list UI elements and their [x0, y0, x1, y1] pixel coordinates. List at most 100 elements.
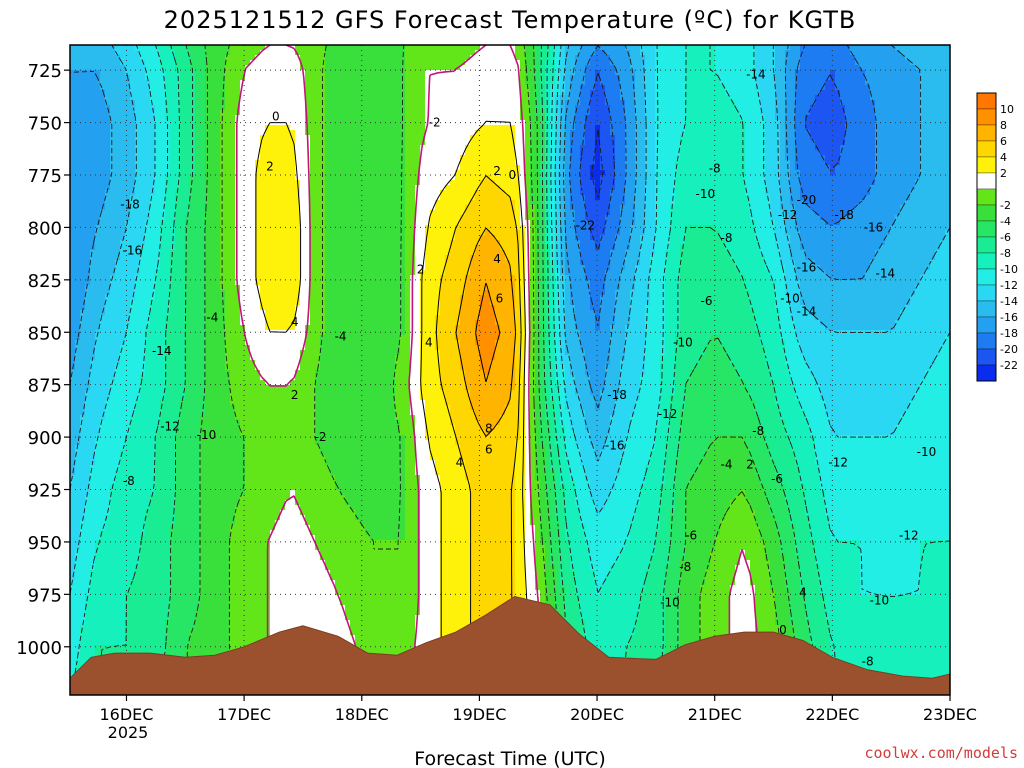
temperature-cell: [85, 145, 91, 151]
temperature-cell: [145, 45, 151, 51]
temperature-cell: [75, 295, 81, 301]
temperature-cell: [230, 155, 236, 161]
temperature-cell: [215, 575, 221, 581]
temperature-cell: [245, 90, 251, 96]
temperature-cell: [70, 270, 76, 276]
temperature-cell: [115, 270, 121, 276]
temperature-cell: [250, 180, 256, 186]
temperature-cell: [70, 155, 76, 161]
temperature-cell: [185, 165, 191, 171]
temperature-cell: [170, 400, 176, 406]
temperature-cell: [180, 50, 186, 56]
temperature-cell: [125, 290, 131, 296]
temperature-cell: [175, 305, 181, 311]
temperature-cell: [105, 355, 111, 361]
temperature-cell: [225, 445, 231, 451]
temperature-cell: [160, 115, 166, 121]
temperature-cell: [150, 615, 156, 621]
temperature-cell: [230, 560, 236, 566]
temperature-cell: [245, 305, 251, 311]
temperature-cell: [100, 250, 106, 256]
temperature-cell: [120, 550, 126, 556]
temperature-cell: [200, 620, 206, 626]
temperature-cell: [70, 650, 76, 656]
temperature-cell: [70, 205, 76, 211]
temperature-cell: [205, 545, 211, 551]
temperature-cell: [160, 140, 166, 146]
temperature-cell: [110, 545, 116, 551]
temperature-cell: [255, 510, 261, 516]
temperature-cell: [195, 600, 201, 606]
temperature-cell: [220, 440, 226, 446]
temperature-cell: [70, 250, 76, 256]
temperature-cell: [230, 540, 236, 546]
temperature-cell: [125, 575, 131, 581]
temperature-cell: [210, 255, 216, 261]
temperature-cell: [70, 115, 76, 121]
temperature-cell: [130, 75, 136, 81]
temperature-cell: [150, 360, 156, 366]
temperature-cell: [220, 620, 226, 626]
temperature-cell: [95, 85, 101, 91]
temperature-cell: [255, 290, 261, 296]
temperature-cell: [215, 420, 221, 426]
temperature-cell: [225, 330, 231, 336]
temperature-cell: [250, 565, 256, 571]
temperature-cell: [215, 105, 221, 111]
temperature-cell: [110, 330, 116, 336]
temperature-cell: [175, 335, 181, 341]
temperature-cell: [200, 560, 206, 566]
temperature-cell: [90, 305, 96, 311]
temperature-cell: [130, 445, 136, 451]
temperature-cell: [180, 315, 186, 321]
temperature-cell: [220, 270, 226, 276]
temperature-cell: [235, 180, 241, 186]
temperature-cell: [170, 115, 176, 121]
temperature-cell: [160, 45, 166, 51]
temperature-cell: [255, 600, 261, 606]
temperature-cell: [260, 55, 266, 61]
temperature-cell: [120, 145, 126, 151]
temperature-cell: [165, 260, 171, 266]
temperature-cell: [175, 50, 181, 56]
temperature-cell: [180, 455, 186, 461]
temperature-cell: [210, 490, 216, 496]
temperature-cell: [205, 270, 211, 276]
temperature-cell: [100, 355, 106, 361]
temperature-cell: [200, 145, 206, 151]
temperature-cell: [215, 110, 221, 116]
temperature-cell: [95, 625, 101, 631]
temperature-cell: [225, 360, 231, 366]
temperature-cell: [150, 505, 156, 511]
temperature-cell: [155, 285, 161, 291]
temperature-cell: [110, 550, 116, 556]
temperature-cell: [215, 555, 221, 561]
temperature-cell: [225, 255, 231, 261]
temperature-cell: [100, 55, 106, 61]
temperature-cell: [100, 265, 106, 271]
temperature-cell: [175, 90, 181, 96]
temperature-cell: [240, 45, 246, 51]
temperature-cell: [160, 530, 166, 536]
temperature-cell: [245, 540, 251, 546]
temperature-cell: [200, 155, 206, 161]
temperature-cell: [195, 395, 201, 401]
temperature-cell: [120, 110, 126, 116]
temperature-cell: [125, 55, 131, 61]
temperature-cell: [70, 630, 76, 636]
temperature-cell: [145, 130, 151, 136]
temperature-cell: [115, 560, 121, 566]
temperature-cell: [240, 280, 246, 286]
temperature-cell: [115, 535, 121, 541]
temperature-cell: [135, 350, 141, 356]
temperature-cell: [210, 45, 216, 51]
temperature-cell: [160, 330, 166, 336]
temperature-cell: [235, 595, 241, 601]
temperature-cell: [110, 70, 116, 76]
temperature-cell: [210, 60, 216, 66]
temperature-cell: [100, 595, 106, 601]
temperature-cell: [150, 480, 156, 486]
temperature-cell: [205, 475, 211, 481]
temperature-cell: [120, 100, 126, 106]
temperature-cell: [220, 55, 226, 61]
